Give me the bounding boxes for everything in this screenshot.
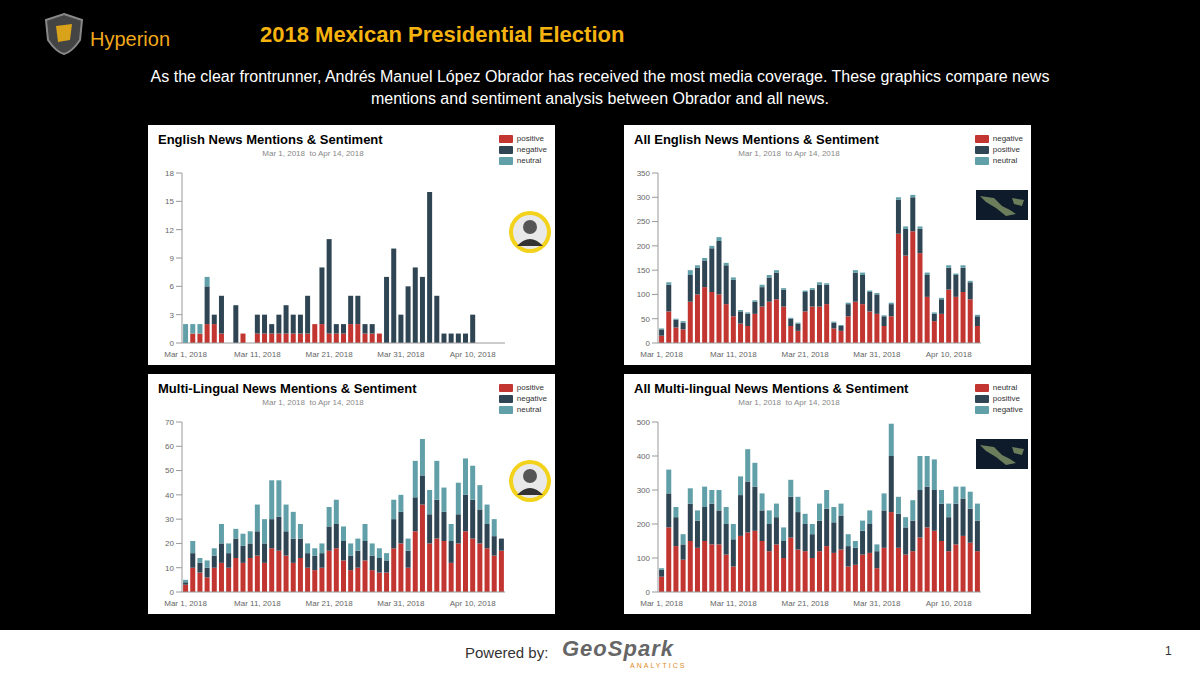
- html-text:All English News Mentions & Se: All English News Mentions & Sentiment: [634, 132, 879, 147]
- svg-text:Mar 31, 2018: Mar 31, 2018: [853, 599, 901, 608]
- svg-text:500: 500: [637, 418, 651, 427]
- svg-text:Mar 11, 2018: Mar 11, 2018: [710, 350, 757, 359]
- html-text:1: 1: [1165, 644, 1172, 658]
- svg-text:40: 40: [165, 491, 174, 500]
- html-text:neutral: neutral: [516, 405, 542, 414]
- svg-text:Mar 21, 2018: Mar 21, 2018: [782, 599, 830, 608]
- html-text:negative: negative: [992, 405, 1023, 414]
- html-text:Powered by:: Powered by:: [465, 644, 549, 661]
- html-text:GeoSpark: GeoSpark: [562, 636, 674, 661]
- svg-text:200: 200: [637, 242, 651, 251]
- svg-text:50: 50: [641, 315, 650, 324]
- html-text:positive: positive: [992, 394, 1020, 403]
- svg-text:Apr 10, 2018: Apr 10, 2018: [450, 599, 496, 608]
- svg-text:0: 0: [170, 339, 175, 348]
- svg-text:150: 150: [637, 266, 651, 275]
- html-text:Mar 1, 2018 to Apr 14, 2018: Mar 1, 2018 to Apr 14, 2018: [738, 398, 840, 407]
- svg-text:9: 9: [170, 254, 175, 263]
- html-text:positive: positive: [516, 134, 544, 143]
- svg-text:Mar 11, 2018: Mar 11, 2018: [234, 599, 281, 608]
- html-text:Multi-Lingual News Mentions &: Multi-Lingual News Mentions & Sentiment: [158, 381, 417, 396]
- svg-text:400: 400: [637, 452, 651, 461]
- svg-text:Mar 31, 2018: Mar 31, 2018: [377, 599, 425, 608]
- svg-text:Mar 11, 2018: Mar 11, 2018: [710, 599, 757, 608]
- svg-text:0: 0: [170, 588, 175, 597]
- svg-text:250: 250: [637, 217, 651, 226]
- svg-text:0: 0: [646, 339, 651, 348]
- html-text:positive: positive: [516, 383, 544, 392]
- svg-text:18: 18: [165, 169, 174, 178]
- html-text:Mar 1, 2018 to Apr 14, 2018: Mar 1, 2018 to Apr 14, 2018: [738, 149, 840, 158]
- svg-text:100: 100: [637, 290, 651, 299]
- svg-text:60: 60: [165, 442, 174, 451]
- svg-text:12: 12: [165, 226, 174, 235]
- svg-text:Mar 21, 2018: Mar 21, 2018: [306, 350, 354, 359]
- svg-text:Mar 21, 2018: Mar 21, 2018: [782, 350, 830, 359]
- svg-text:Mar 31, 2018: Mar 31, 2018: [853, 350, 901, 359]
- svg-text:20: 20: [165, 539, 174, 548]
- svg-text:50: 50: [165, 466, 174, 475]
- svg-text:30: 30: [165, 515, 174, 524]
- html-text:Mar 1, 2018 to Apr 14, 2018: Mar 1, 2018 to Apr 14, 2018: [262, 398, 364, 407]
- svg-text:15: 15: [165, 197, 174, 206]
- svg-text:Mar 11, 2018: Mar 11, 2018: [234, 350, 281, 359]
- svg-text:100: 100: [637, 554, 651, 563]
- html-text:neutral: neutral: [992, 156, 1018, 165]
- svg-text:0: 0: [646, 588, 651, 597]
- svg-text:3: 3: [170, 311, 175, 320]
- svg-text:300: 300: [637, 486, 651, 495]
- html-text:All Multi-lingual News Mention: All Multi-lingual News Mentions & Sentim…: [634, 381, 909, 396]
- html-text:2018 Mexican Presidential Elec: 2018 Mexican Presidential Election: [260, 22, 625, 47]
- svg-text:Mar 1, 2018: Mar 1, 2018: [640, 350, 683, 359]
- html-text:neutral: neutral: [992, 383, 1018, 392]
- svg-text:Mar 31, 2018: Mar 31, 2018: [377, 350, 425, 359]
- html-text:Hyperion: Hyperion: [90, 28, 170, 50]
- svg-text:Apr 10, 2018: Apr 10, 2018: [926, 350, 972, 359]
- html-text:negative: negative: [992, 134, 1023, 143]
- svg-text:Apr 10, 2018: Apr 10, 2018: [450, 350, 496, 359]
- html-text:neutral: neutral: [516, 156, 542, 165]
- svg-text:Mar 1, 2018: Mar 1, 2018: [164, 350, 207, 359]
- html-text:English News Mentions & Sentim: English News Mentions & Sentiment: [158, 132, 383, 147]
- svg-text:200: 200: [637, 520, 651, 529]
- html-text:negative: negative: [516, 394, 547, 403]
- svg-text:Mar 1, 2018: Mar 1, 2018: [164, 599, 207, 608]
- html-text:As the clear frontrunner, Andr: As the clear frontrunner, Andrés Manuel …: [150, 68, 1050, 107]
- svg-text:6: 6: [170, 282, 175, 291]
- svg-text:Apr 10, 2018: Apr 10, 2018: [926, 599, 972, 608]
- svg-text:Mar 21, 2018: Mar 21, 2018: [306, 599, 354, 608]
- svg-text:70: 70: [165, 418, 174, 427]
- svg-text:10: 10: [165, 564, 174, 573]
- html-text:positive: positive: [992, 145, 1020, 154]
- html-text:ANALYTICS: ANALYTICS: [630, 662, 687, 669]
- svg-text:300: 300: [637, 193, 651, 202]
- svg-text:350: 350: [637, 169, 651, 178]
- svg-text:Mar 1, 2018: Mar 1, 2018: [640, 599, 683, 608]
- html-text:Mar 1, 2018 to Apr 14, 2018: Mar 1, 2018 to Apr 14, 2018: [262, 149, 364, 158]
- html-text:negative: negative: [516, 145, 547, 154]
